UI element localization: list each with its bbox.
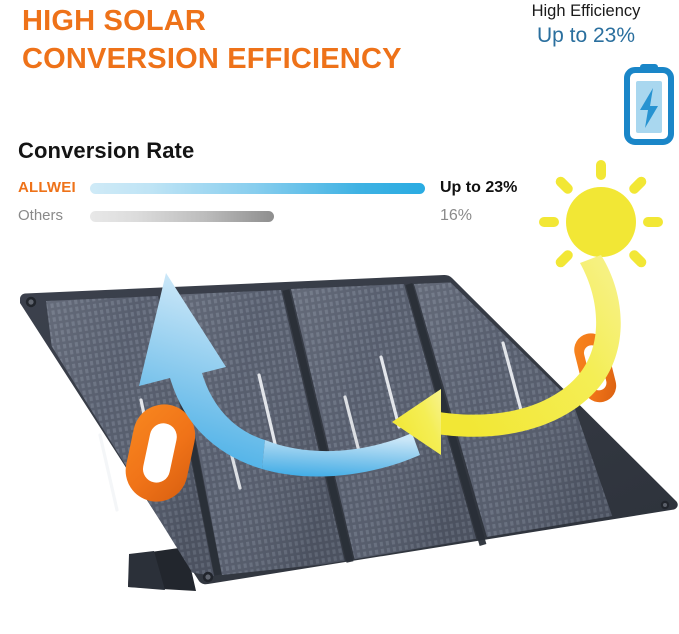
headline: HIGH SOLAR CONVERSION EFFICIENCY	[22, 2, 522, 78]
panel-kickstand	[128, 547, 196, 591]
solar-panel	[20, 274, 678, 585]
efficiency-value: Up to 23%	[536, 24, 636, 47]
conversion-bar-track-others	[90, 205, 430, 227]
conversion-row-value-allwei: Up to 23%	[440, 179, 518, 196]
conversion-rate-panel: Conversion Rate ALLWEI Up to 23% Others …	[18, 136, 528, 230]
headline-line-1: HIGH SOLAR	[22, 5, 207, 37]
conversion-rate-title: Conversion Rate	[18, 138, 195, 163]
efficiency-label: High Efficiency	[531, 2, 641, 20]
yellow-sunlight-arrow	[392, 255, 621, 455]
conversion-bar-track-allwei	[90, 177, 430, 199]
sun-icon	[524, 152, 679, 312]
conversion-bar-fill-others	[90, 210, 274, 222]
product-scene	[0, 255, 679, 634]
panel-grommet-right	[660, 500, 670, 510]
conversion-row-label-others: Others	[18, 207, 64, 224]
panel-grommet-bottom-left	[202, 571, 214, 583]
blue-energy-arrow	[139, 273, 420, 477]
panel-handle-left	[125, 404, 196, 502]
conversion-row-others: Others 16%	[18, 202, 528, 230]
battery-charging-icon	[623, 62, 675, 146]
conversion-row-allwei: ALLWEI Up to 23%	[18, 174, 528, 202]
conversion-bar-fill-allwei	[90, 182, 425, 194]
conversion-row-value-others: 16%	[440, 207, 473, 224]
efficiency-badge: High Efficiency Up to 23%	[501, 0, 671, 50]
headline-line-2: CONVERSION EFFICIENCY	[22, 43, 402, 75]
panel-grommet-top-left	[25, 296, 37, 308]
conversion-row-label-allwei: ALLWEI	[18, 179, 76, 196]
